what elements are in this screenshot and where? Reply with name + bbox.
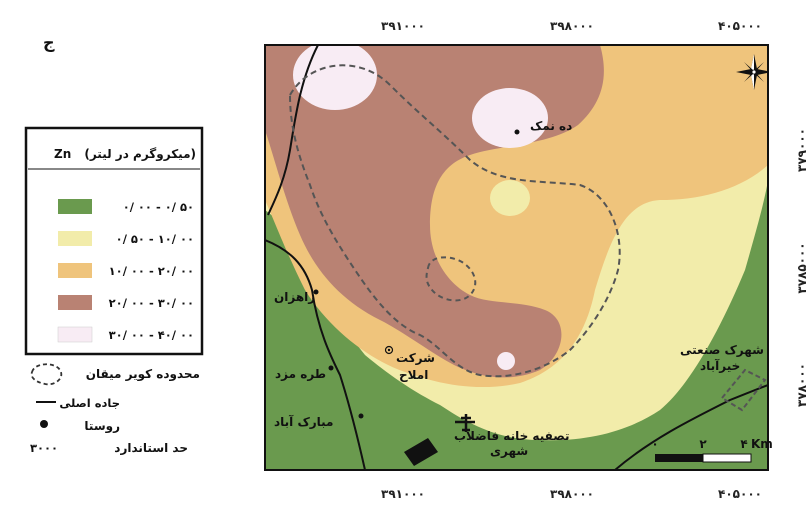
industrial-park-boundary [720,368,767,412]
village-mobarak-abad [358,413,364,419]
scale-label-2: ۲ [699,437,707,451]
legend-swatch-5 [57,326,93,343]
village-rahzan [313,289,319,295]
legend-box [24,126,204,356]
scale-label-0: ۰ [651,437,658,451]
label-rahzan: راهزان [274,290,315,304]
x-tick-top-2: ۳۹۸۰۰۰ [550,19,594,33]
x-tick-top-1: ۳۹۱۰۰۰ [381,19,425,33]
legend-boundary-label: محدوده کویر میقان [86,367,200,382]
y-tick-right-2: ۳۷۸۵۰۰۰ [795,242,809,293]
village-sherkat [384,345,394,355]
map-frame [265,45,768,470]
legend-village-label: روستا [84,419,120,434]
village-torreh-mazd [328,365,334,371]
x-tick-top-3: ۴۰۵۰۰۰ [718,19,762,33]
scale-label-4: ۴ [740,437,747,451]
boundary-inner-loop [425,256,477,302]
map-border [264,44,769,471]
legend-boundary-symbol [30,363,63,386]
legend-title: (میکروگرم در لیتر) [84,147,196,162]
zone-white-south [497,352,515,370]
legend-element: Zn [54,147,71,161]
village-deh-namak [514,129,520,135]
x-tick-bottom-2: ۳۹۸۰۰۰ [550,487,594,501]
legend-class-5: ۳۰/ ۰۰ - ۴۰/ ۰۰ [109,328,194,342]
x-tick-bottom-3: ۴۰۵۰۰۰ [718,487,762,501]
zone-green-south [265,180,768,470]
label-tasfieh-2: شهری [490,444,528,458]
label-sherkat-2: املاح [399,368,428,382]
legend-swatch-3 [58,263,92,278]
legend-class-4: ۲۰/ ۰۰ - ۳۰/ ۰۰ [109,296,194,310]
scale-unit: Km [751,437,773,451]
legend-standard-label: حد استاندارد [114,441,188,455]
y-tick-right-1: ۳۷۹۰۰۰ [795,128,809,172]
zone-white-nw [293,45,377,110]
legend-swatch-2 [58,231,92,246]
legend-road-label: جاده اصلی [59,396,120,410]
sewage-plant-area [404,438,438,466]
legend-swatch-4 [58,295,92,310]
legend-swatch-1 [58,199,92,214]
x-tick-bottom-1: ۳۹۱۰۰۰ [381,487,425,501]
scale-bar [655,453,752,463]
label-shahrak-1: شهرک صنعتی [680,343,764,357]
legend-village-symbol [40,420,48,428]
panel-label: ج [43,33,55,52]
label-torreh-mazd: طره مزد [275,367,326,381]
label-sherkat-1: شرکت [396,351,435,365]
label-mobarak-abad: مبارک آباد [274,414,334,429]
main-road-west [267,45,319,216]
label-deh-namak: ده نمک [530,119,572,133]
kavir-meyghan-boundary [288,64,621,378]
village-sherkat-center [387,348,391,352]
main-road-south [265,239,366,470]
legend-class-2: ۰/ ۵۰ - ۱۰/ ۰۰ [116,232,194,246]
compass-rose-icon [736,54,768,90]
legend-class-1: ۰/ ۰۰ - ۰/ ۵۰ [123,200,194,214]
main-road-east [614,384,768,470]
airplane-icon [455,414,475,432]
legend-class-3: ۱۰/ ۰۰ - ۲۰/ ۰۰ [109,264,194,278]
zone-white-dehnamak [472,88,548,148]
label-shahrak-2: خیرآباد [700,358,740,373]
legend-standard-value: ۳۰۰۰ [30,441,58,455]
zone-yellow-spot [490,180,530,216]
y-tick-right-3: ۳۷۸۰۰۰ [795,363,809,407]
label-tasfieh-1: تصفیه خانه فاضلاب [454,429,570,443]
